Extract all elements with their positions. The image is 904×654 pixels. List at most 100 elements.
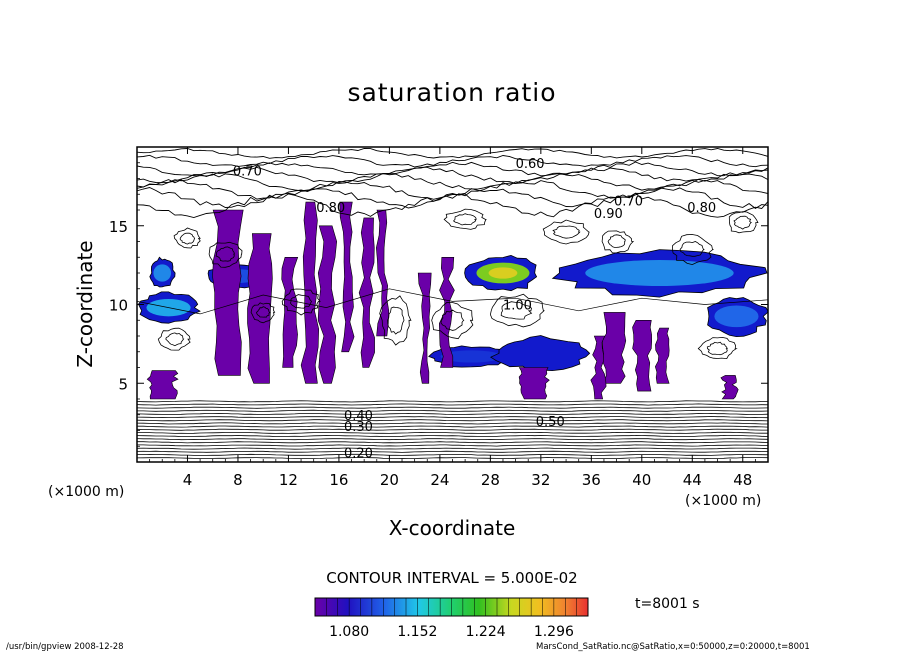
convective-column-6 — [358, 217, 375, 368]
convective-column-2 — [281, 256, 299, 368]
contour-line — [137, 425, 768, 428]
contour-label: 0.80 — [316, 201, 345, 216]
contour-line — [137, 148, 768, 159]
x-axis-label: X-coordinate — [389, 516, 516, 540]
colorbar-tick-label: 1.224 — [466, 624, 506, 640]
colorbar: 1.080 1.152 1.224 1.296 — [314, 597, 589, 640]
contour-line — [137, 434, 768, 438]
x-tick-label: 32 — [531, 471, 550, 489]
contour-label: 0.20 — [344, 447, 373, 462]
y-tick-label: 5 — [118, 375, 128, 393]
contour-line — [137, 192, 768, 218]
region-core-5 — [714, 305, 759, 328]
closed-contour-11 — [733, 215, 753, 230]
contour-line — [137, 457, 768, 460]
contour-label: 0.90 — [594, 207, 623, 222]
closed-contour-0 — [215, 246, 235, 262]
contour-line — [137, 450, 768, 453]
contour-label: 0.60 — [516, 157, 545, 172]
closed-contour-9 — [379, 295, 412, 346]
convective-column-16 — [590, 335, 607, 400]
x-tick-label: 24 — [430, 471, 449, 489]
contour-label: 0.70 — [233, 165, 262, 180]
region-core-1 — [153, 264, 172, 282]
contour-labels: 0.700.600.80 0.700.90 0.801.000.500.400.30… — [233, 157, 716, 462]
contour-line — [137, 400, 768, 403]
closed-contour-12 — [453, 213, 477, 226]
contour-line-mid — [137, 288, 768, 315]
closed-contour-0 — [208, 241, 243, 268]
closed-contour-4 — [500, 301, 533, 320]
contour-lines — [137, 148, 768, 460]
x-unit-right: (×1000 m) — [685, 493, 761, 509]
contour-line — [137, 422, 768, 425]
closed-contour-2 — [601, 230, 635, 254]
contour-line — [137, 187, 768, 209]
closed-contour-12 — [443, 208, 487, 230]
contour-line — [137, 419, 768, 422]
x-tick-label: 8 — [233, 471, 243, 489]
contour-label: 1.00 — [503, 299, 532, 314]
convective-column-3 — [300, 201, 320, 384]
chart-title: saturation ratio — [347, 78, 556, 107]
y-axis: 5 10 15 — [109, 162, 768, 447]
convective-column-8 — [417, 272, 432, 384]
x-tick-label: 40 — [632, 471, 651, 489]
contour-label: 0.30 — [344, 420, 373, 435]
closed-contour-6 — [706, 341, 728, 356]
closed-contour-1 — [671, 234, 715, 266]
saturation-fill-regions — [138, 201, 768, 400]
convective-column-0 — [212, 209, 244, 376]
region-7 — [489, 335, 591, 372]
convective-column-12 — [654, 327, 670, 384]
closed-contour-4 — [489, 293, 545, 328]
region-core-6 — [440, 350, 503, 363]
closed-contour-9 — [387, 306, 405, 335]
x-tick-label: 4 — [183, 471, 193, 489]
contour-label: 0.50 — [536, 415, 565, 430]
x-unit-left: (×1000 m) — [48, 484, 124, 500]
closed-contour-10 — [179, 232, 196, 245]
x-tick-label: 44 — [683, 471, 702, 489]
contour-line — [137, 409, 768, 412]
closed-contour-8 — [542, 219, 590, 245]
convective-column-11 — [632, 319, 653, 392]
plot-background — [137, 147, 768, 462]
contour-line — [137, 172, 768, 192]
time-label: t=8001 s — [635, 596, 700, 612]
closed-contour-11 — [728, 211, 759, 234]
colorbar-tick-label: 1.152 — [397, 624, 437, 640]
contour-line — [137, 179, 768, 200]
convective-column-10 — [601, 312, 627, 384]
colorbar-tick-label: 1.080 — [329, 624, 369, 640]
x-tick-label: 36 — [582, 471, 601, 489]
x-tick-label: 48 — [733, 471, 752, 489]
colorbar-tick-label: 1.296 — [534, 624, 574, 640]
closed-contour-8 — [552, 225, 581, 239]
contour-label: 0.70 — [614, 195, 643, 210]
convective-column-4 — [317, 225, 338, 384]
closed-contour-3 — [431, 301, 474, 340]
contour-line — [137, 406, 768, 409]
x-tick-label: 16 — [329, 471, 348, 489]
convective-column-15 — [720, 375, 739, 400]
closed-contour-6 — [697, 336, 738, 360]
closed-contour-10 — [173, 227, 201, 249]
closed-contour-13 — [250, 302, 276, 324]
x-tick-label: 20 — [380, 471, 399, 489]
closed-contour-5 — [165, 332, 185, 347]
contour-line — [137, 154, 768, 168]
y-tick-label: 15 — [109, 218, 128, 236]
closed-contour-1 — [679, 241, 705, 257]
contour-line — [137, 428, 768, 431]
convective-column-5 — [339, 201, 355, 353]
x-tick-label: 28 — [481, 471, 500, 489]
region-core-4 — [585, 260, 734, 286]
contour-line — [137, 447, 768, 450]
contour-label: 0.80 — [687, 201, 716, 216]
y-axis-label: Z-coordinate — [73, 240, 97, 367]
x-axis: 4 8 12 16 20 24 28 32 36 40 44 48 — [149, 147, 756, 489]
contour-line — [137, 441, 768, 444]
contour-line — [137, 166, 768, 184]
